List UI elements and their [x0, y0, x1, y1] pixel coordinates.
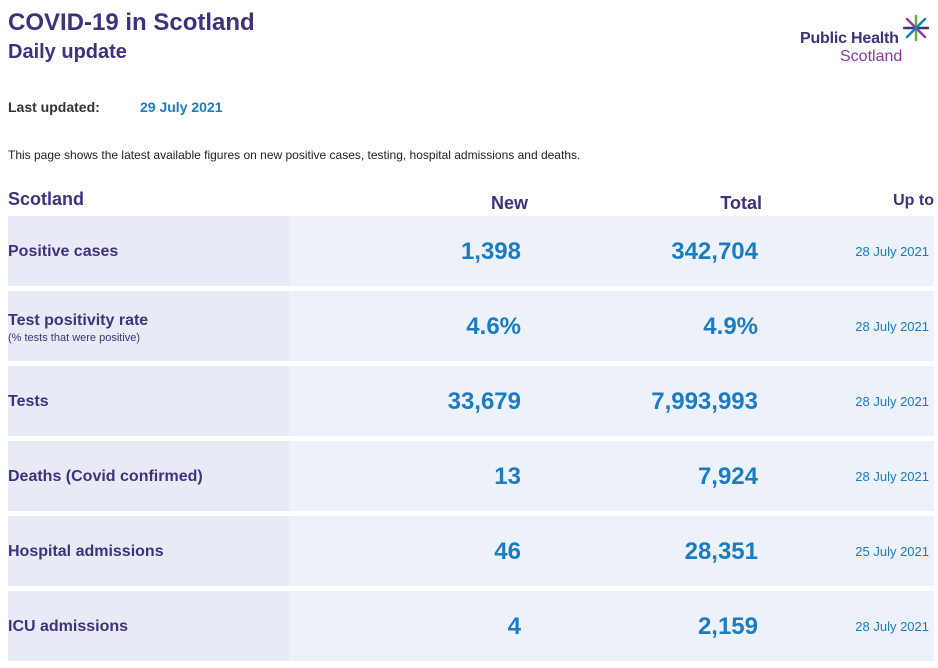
row-new-value: 1,398	[460, 238, 521, 265]
page-title: COVID-19 in Scotland	[8, 9, 255, 36]
row-total-value: 4.9%	[703, 313, 758, 340]
table-row: Positive cases 1,398 342,704 28 July 202…	[8, 216, 934, 286]
table-row: Test positivity rate (% tests that were …	[8, 291, 934, 361]
column-header-new: New	[490, 193, 528, 213]
table-row: Hospital admissions 46 28,351 25 July 20…	[8, 516, 934, 586]
last-updated-label: Last updated:	[8, 99, 100, 115]
public-health-scotland-logo: Public Health Scotland	[800, 14, 932, 65]
row-label-cell: Hospital admissions	[8, 516, 289, 586]
page-subtitle: Daily update	[8, 41, 127, 63]
column-header-up-to: Up to	[893, 192, 934, 209]
table-row: Deaths (Covid confirmed) 13 7,924 28 Jul…	[8, 441, 934, 511]
row-total-value: 342,704	[671, 238, 758, 265]
row-total-value: 7,924	[697, 463, 758, 490]
column-header-total: Total	[720, 193, 762, 213]
row-date: 28 July 2021	[855, 469, 929, 484]
row-total-value: 28,351	[684, 538, 758, 565]
column-header-area: Scotland	[8, 189, 85, 209]
row-date: 28 July 2021	[855, 319, 929, 334]
row-label: Test positivity rate	[8, 312, 149, 329]
row-label-cell: Test positivity rate (% tests that were …	[8, 291, 289, 361]
row-date: 28 July 2021	[855, 619, 929, 634]
row-date: 28 July 2021	[855, 244, 929, 259]
row-label: Tests	[8, 393, 49, 410]
row-date: 28 July 2021	[855, 394, 929, 409]
logo-line-1: Public Health	[800, 30, 899, 47]
row-total-value: 2,159	[697, 613, 758, 640]
row-date: 25 July 2021	[855, 544, 929, 559]
row-label-cell: Tests	[8, 366, 289, 436]
row-total-value: 7,993,993	[651, 388, 758, 415]
table-row: Tests 33,679 7,993,993 28 July 2021	[8, 366, 934, 436]
row-new-value: 4.6%	[466, 313, 521, 340]
table-row: ICU admissions 4 2,159 28 July 2021	[8, 591, 934, 661]
row-new-value: 4	[507, 613, 521, 640]
row-new-value: 33,679	[447, 388, 521, 415]
row-sublabel: (% tests that were positive)	[8, 332, 141, 344]
row-label-cell: Deaths (Covid confirmed)	[8, 441, 289, 511]
row-new-value: 46	[494, 538, 521, 565]
intro-text: This page shows the latest available fig…	[8, 148, 581, 162]
row-label: Positive cases	[8, 243, 119, 260]
last-updated-value: 29 July 2021	[140, 99, 223, 115]
row-label-cell: Positive cases	[8, 216, 289, 286]
row-label-cell: ICU admissions	[8, 591, 289, 661]
row-label: ICU admissions	[8, 618, 129, 635]
asterisk-star-icon	[902, 14, 930, 42]
row-label: Hospital admissions	[8, 543, 164, 560]
logo-line-2: Scotland	[840, 48, 903, 65]
row-label: Deaths (Covid confirmed)	[8, 468, 203, 485]
row-new-value: 13	[494, 463, 521, 490]
